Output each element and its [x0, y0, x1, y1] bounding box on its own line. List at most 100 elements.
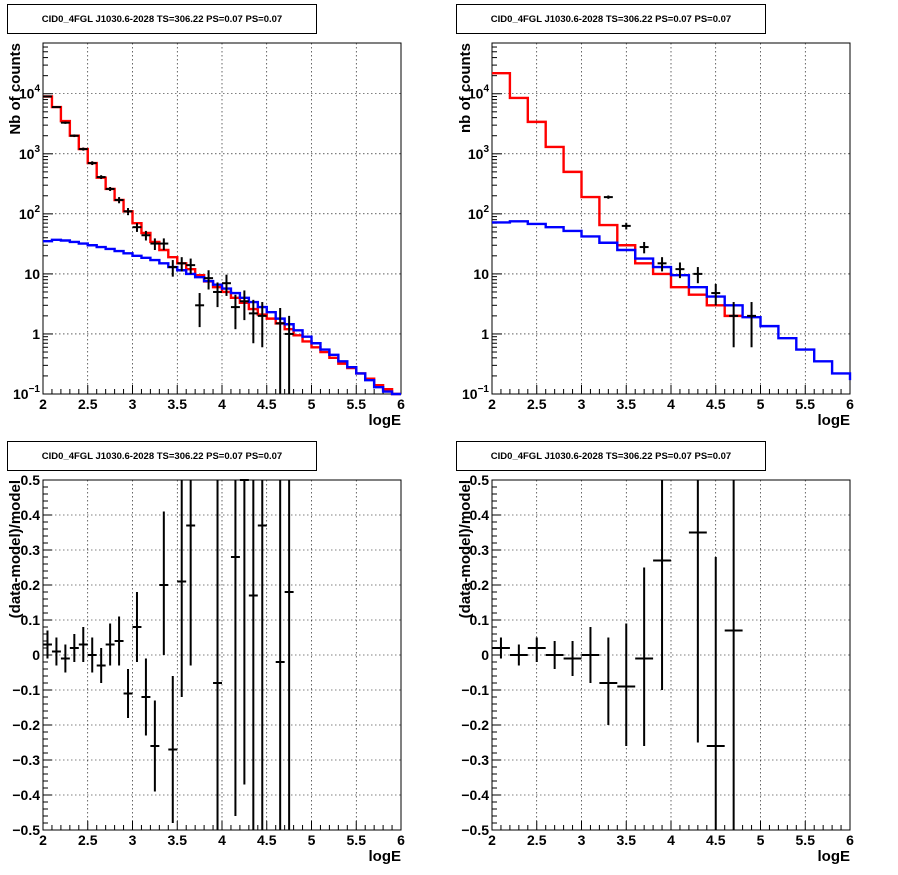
y-tick-base: 1: [32, 326, 40, 342]
y-tick-label: 1: [481, 326, 489, 342]
data-point: [747, 302, 757, 348]
data-point: [711, 283, 721, 306]
y-tick-label: 10−1: [462, 384, 489, 402]
data-point: [60, 121, 70, 124]
data-point: [581, 627, 600, 683]
x-tick-label: 3.5: [168, 396, 188, 412]
y-tick-label: 102: [19, 204, 41, 222]
x-tick-label: 4: [667, 396, 675, 412]
data-point: [186, 258, 196, 274]
x-tick-label: 4.5: [706, 832, 726, 848]
data-point: [639, 241, 649, 254]
plot-frame: [491, 479, 851, 831]
x-axis-label: logE: [818, 412, 851, 429]
y-tick-base: 10: [19, 206, 35, 222]
data-point: [527, 637, 546, 662]
y-tick-label: 0.3: [470, 542, 490, 558]
y-tick-label: −0.1: [12, 682, 40, 698]
data-point: [675, 262, 685, 279]
panel-title: CID0_4FGL J1030.6-2028 TS=306.22 PS=0.07…: [456, 4, 766, 34]
data-point: [60, 644, 70, 673]
data-point: [275, 308, 285, 394]
x-tick-label: 3: [129, 832, 137, 848]
y-tick-base: 10: [24, 266, 40, 282]
data-point: [123, 208, 133, 216]
panel-title: CID0_4FGL J1030.6-2028 TS=306.22 PS=0.07…: [7, 4, 317, 34]
y-tick-label: −0.1: [461, 682, 489, 698]
data-point: [69, 634, 79, 662]
x-tick-label: 3.5: [168, 832, 188, 848]
data-point: [132, 592, 142, 662]
data-point: [78, 627, 88, 662]
data-point: [729, 302, 739, 348]
data-point: [603, 195, 613, 199]
y-tick-label: −0.3: [12, 752, 40, 768]
data-point: [195, 293, 205, 328]
x-tick-label: 6: [846, 396, 854, 412]
y-tick-label: 1: [32, 326, 40, 342]
data-point: [492, 637, 510, 659]
data-point: [599, 637, 618, 725]
data-point: [563, 641, 582, 676]
x-tick-label: 3.5: [617, 832, 637, 848]
data-point: [177, 480, 187, 697]
data-point: [105, 186, 115, 192]
data-point: [621, 222, 631, 230]
plot-frame: [42, 42, 402, 395]
data-point: [69, 134, 79, 138]
plot-frame: [42, 479, 402, 831]
data-point: [657, 257, 667, 272]
y-tick-label: 0.3: [21, 542, 41, 558]
x-axis-label: logE: [369, 848, 402, 865]
y-tick-exponent: 2: [483, 204, 489, 215]
data-point: [213, 480, 222, 830]
x-tick-label: 2: [488, 832, 496, 848]
data-point: [132, 223, 142, 232]
x-tick-label: 2.5: [527, 832, 547, 848]
y-tick-label: 0.4: [470, 507, 490, 523]
data-point: [159, 511, 169, 655]
x-tick-label: 6: [397, 396, 405, 412]
y-tick-label: 104: [19, 84, 41, 102]
x-tick-label: 3: [578, 832, 586, 848]
y-tick-label: −0.2: [12, 717, 40, 733]
y-tick-label: −0.5: [461, 822, 489, 838]
data-point: [617, 623, 636, 746]
data-point: [222, 274, 231, 296]
y-axis-label: (data-model)/model: [7, 480, 24, 618]
data-point: [257, 302, 267, 348]
y-tick-label: 0.5: [21, 472, 41, 488]
data-point: [239, 479, 249, 785]
data-point: [177, 257, 187, 272]
x-tick-label: 4: [667, 832, 675, 848]
y-tick-exponent: −1: [478, 384, 490, 395]
x-tick-label: 5: [757, 396, 765, 412]
data-point: [635, 567, 654, 746]
data-point: [150, 700, 160, 792]
series-model-total-line: [43, 95, 401, 396]
data-point: [284, 480, 294, 830]
y-tick-exponent: −1: [29, 384, 41, 395]
y-tick-label: 0: [481, 647, 489, 663]
y-tick-base: 10: [468, 146, 484, 162]
y-tick-exponent: 3: [34, 144, 40, 155]
data-point: [706, 557, 725, 830]
x-tick-label: 2.5: [527, 396, 547, 412]
y-tick-label: −0.3: [461, 752, 489, 768]
data-point: [141, 658, 151, 736]
data-point: [545, 641, 564, 669]
x-tick-label: 2: [488, 396, 496, 412]
x-tick-label: 2.5: [78, 396, 98, 412]
data-point: [724, 480, 743, 830]
data-point: [248, 480, 258, 830]
x-tick-label: 5: [308, 396, 316, 412]
y-tick-label: 0.2: [21, 577, 41, 593]
x-tick-label: 4: [218, 396, 226, 412]
x-tick-label: 2.5: [78, 832, 98, 848]
x-tick-label: 4: [218, 832, 226, 848]
x-tick-label: 3.5: [617, 396, 637, 412]
x-tick-label: 3: [578, 396, 586, 412]
data-point: [87, 161, 97, 166]
y-tick-base: 10: [468, 206, 484, 222]
